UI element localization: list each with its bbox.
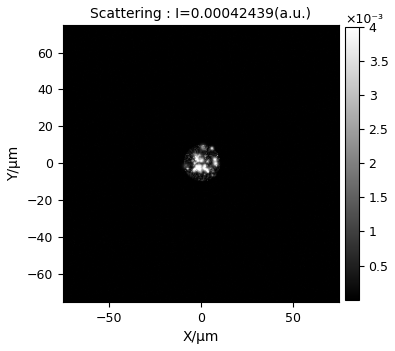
Y-axis label: Y/μm: Y/μm (7, 146, 21, 181)
X-axis label: X/μm: X/μm (183, 330, 219, 344)
Title: Scattering : I=0.00042439(a.u.): Scattering : I=0.00042439(a.u.) (90, 7, 312, 21)
Text: ×10⁻³: ×10⁻³ (345, 13, 383, 26)
